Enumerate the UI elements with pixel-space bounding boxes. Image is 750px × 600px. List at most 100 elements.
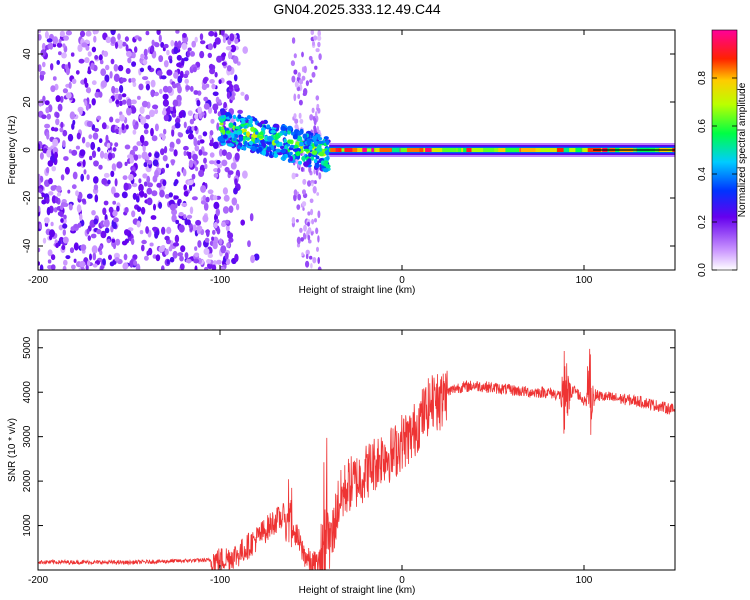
snr-y-tick-label: 2000 bbox=[22, 470, 33, 493]
spectrogram-trace-cell bbox=[311, 150, 318, 155]
spectrogram-trace-cell bbox=[239, 117, 246, 122]
spectrogram-noise-cell bbox=[93, 184, 99, 191]
spectrogram-stripe-cell bbox=[301, 201, 307, 207]
spectrogram-noise-cell bbox=[133, 124, 139, 130]
colorbar: 0.0 0.2 0.4 0.6 0.8 Normalized spectral ampl… bbox=[697, 29, 748, 277]
spectrogram-noise-cell bbox=[122, 175, 128, 181]
spectrogram-noise-cell bbox=[89, 253, 92, 261]
spectrogram-noise-cell bbox=[118, 100, 123, 107]
spectrogram-noise-cell bbox=[110, 58, 115, 65]
spectrogram-noise-cell bbox=[64, 64, 69, 70]
spectrogram-noise-cell bbox=[203, 96, 209, 102]
spectrogram-noise-cell bbox=[172, 99, 179, 107]
spectrogram-noise-cell bbox=[183, 214, 187, 220]
spectrogram-noise-cell bbox=[182, 168, 187, 177]
spectrogram-noise-cell bbox=[90, 62, 95, 70]
spectrogram-noise-cell bbox=[120, 77, 127, 83]
spectrogram-noise-cell bbox=[80, 244, 87, 251]
spectrogram-noise-cell bbox=[92, 263, 98, 268]
spectrogram-noise-cell bbox=[151, 190, 158, 197]
spectrogram-noise-cell bbox=[168, 246, 173, 252]
spectrogram-trace-cell bbox=[248, 119, 253, 125]
spectrogram-noise-cell bbox=[183, 184, 187, 191]
spectrogram-trace-cell bbox=[254, 139, 259, 144]
spectrogram-noise-cell bbox=[143, 193, 148, 199]
spectrogram-stripe-cell bbox=[297, 193, 302, 201]
spectrogram-stripe-cell bbox=[313, 180, 317, 185]
spectrogram-carrier-segment bbox=[457, 148, 462, 152]
spectrogram-noise-cell bbox=[47, 160, 54, 167]
spectrogram-noise-cell bbox=[233, 84, 239, 90]
spectrogram-noise-cell bbox=[213, 201, 220, 210]
spectrogram-noise-cell bbox=[143, 129, 149, 135]
spectrogram-noise-cell bbox=[193, 90, 199, 95]
spectrogram-trace-cell bbox=[289, 155, 294, 162]
spectrogram-noise-cell bbox=[142, 144, 146, 152]
spectrogram-noise-cell bbox=[38, 205, 41, 213]
spectrogram-noise-cell bbox=[225, 224, 230, 232]
spectrogram-noise-cell bbox=[69, 111, 76, 120]
spectrogram-noise-cell bbox=[214, 71, 218, 78]
spectrogram-noise-cell bbox=[178, 132, 184, 138]
spectrogram-trace-cell bbox=[276, 151, 283, 156]
spectrogram-noise-cell bbox=[45, 107, 50, 114]
spectrogram-noise-cell bbox=[58, 51, 62, 56]
spectrogram-stripe-cell bbox=[302, 189, 306, 195]
spectrogram-noise-cell bbox=[50, 221, 54, 227]
spectrogram-noise-cell bbox=[70, 52, 75, 57]
spectrogram-noise-cell bbox=[154, 231, 159, 239]
spectrogram-trace-cell bbox=[258, 135, 265, 139]
spectrogram-noise-cell bbox=[62, 223, 68, 229]
spectrogram-noise-cell bbox=[62, 229, 66, 236]
spectrogram-noise-cell bbox=[103, 152, 108, 159]
spectrogram-trace-cell bbox=[238, 136, 244, 142]
spectrogram-noise-cell bbox=[94, 55, 99, 60]
spectrogram-noise-cell bbox=[199, 139, 205, 144]
spectrogram-noise-cell bbox=[88, 134, 93, 140]
spectrogram-noise-cell bbox=[94, 91, 100, 98]
spectrogram-stripe-cell bbox=[307, 221, 310, 227]
spectrogram-noise-cell bbox=[100, 80, 107, 88]
spectrogram-noise-cell bbox=[90, 141, 96, 151]
spectrogram-noise-cell bbox=[172, 242, 180, 247]
spectrogram-stripe-cell bbox=[317, 107, 321, 114]
spectrogram-noise-cell bbox=[85, 30, 92, 37]
spectrogram-noise-cell bbox=[86, 228, 90, 235]
spectrogram-noise-cell bbox=[101, 122, 107, 130]
spectrogram-noise-cell bbox=[214, 37, 221, 45]
spectrogram-noise-cell bbox=[65, 30, 72, 36]
spectrogram-noise-cell bbox=[113, 64, 119, 72]
spectrogram-trace-cell bbox=[293, 144, 299, 149]
spectrogram-trace-cell bbox=[266, 141, 272, 145]
spectrogram-noise-cell bbox=[112, 200, 117, 205]
spectrogram-noise-cell bbox=[193, 125, 198, 131]
spectrogram-noise-cell bbox=[131, 182, 138, 188]
spectrogram-trace-cell bbox=[261, 149, 267, 156]
spectrogram-noise-cell bbox=[107, 179, 111, 185]
spectrogram-noise-cell bbox=[159, 189, 165, 198]
spectrogram-noise-cell bbox=[63, 35, 69, 41]
spectrogram-noise-cell bbox=[150, 127, 154, 137]
spectrogram-noise-cell bbox=[221, 159, 228, 167]
spectrogram-noise-cell bbox=[178, 111, 184, 119]
spectrogram-trace-cell bbox=[267, 135, 273, 142]
spectrogram-trace-cell bbox=[220, 115, 225, 119]
spectrogram-noise-cell bbox=[202, 151, 208, 156]
spectrogram-noise-cell bbox=[84, 82, 89, 88]
spectrogram-noise-cell bbox=[56, 60, 60, 65]
spectrogram-noise-cell bbox=[162, 85, 169, 93]
spectrogram-noise-cell bbox=[47, 259, 52, 264]
spectrogram-trace-cell bbox=[317, 140, 324, 145]
spectrogram-noise-cell bbox=[194, 252, 200, 258]
spectrogram-noise-cell bbox=[227, 232, 234, 239]
spectrogram-noise-cell bbox=[189, 206, 194, 215]
spectrogram-stripe-cell bbox=[309, 198, 314, 204]
snr-x-tick-label: 0 bbox=[399, 575, 405, 586]
spectrogram-noise-cell bbox=[249, 213, 254, 222]
spectrogram-stripe-cell bbox=[302, 207, 305, 211]
spectrogram-noise-cell bbox=[111, 163, 116, 171]
spectrogram-trace-cell bbox=[313, 158, 318, 164]
spectrogram-noise-cell bbox=[145, 156, 150, 161]
spectrogram-trace-cell bbox=[237, 114, 242, 119]
spectrogram-stripe-cell bbox=[310, 231, 314, 236]
